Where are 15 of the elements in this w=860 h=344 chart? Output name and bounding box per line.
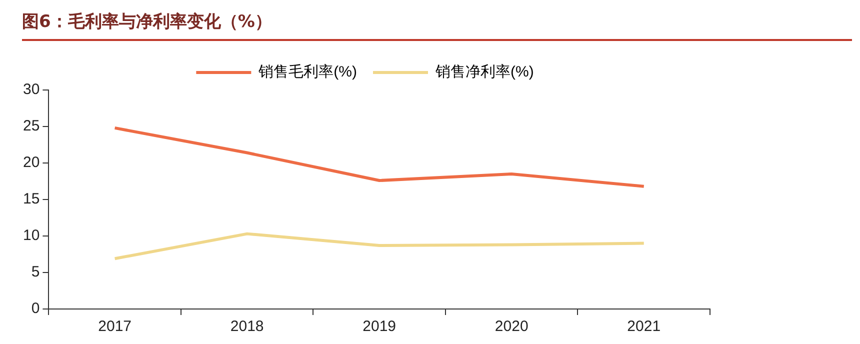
y-tick-label: 20: [22, 154, 40, 172]
x-tick-label: 2018: [230, 318, 264, 336]
legend-label: 销售净利率(%): [434, 64, 534, 81]
y-tick-label: 15: [22, 190, 40, 208]
x-tick-label: 2021: [627, 318, 661, 336]
y-tick-label: 0: [31, 300, 40, 318]
x-tick-label: 2020: [494, 318, 528, 336]
y-tick-label: 5: [31, 264, 40, 281]
x-tick-label: 2019: [362, 318, 396, 336]
x-tick-label: 2017: [98, 318, 132, 336]
y-tick-label: 25: [22, 118, 40, 135]
y-tick-label: 30: [22, 81, 40, 98]
chart-title: 图6：毛利率与净利率变化（%）: [21, 11, 273, 34]
legend-label: 销售毛利率(%): [258, 64, 358, 81]
y-tick-label: 10: [22, 227, 40, 244]
